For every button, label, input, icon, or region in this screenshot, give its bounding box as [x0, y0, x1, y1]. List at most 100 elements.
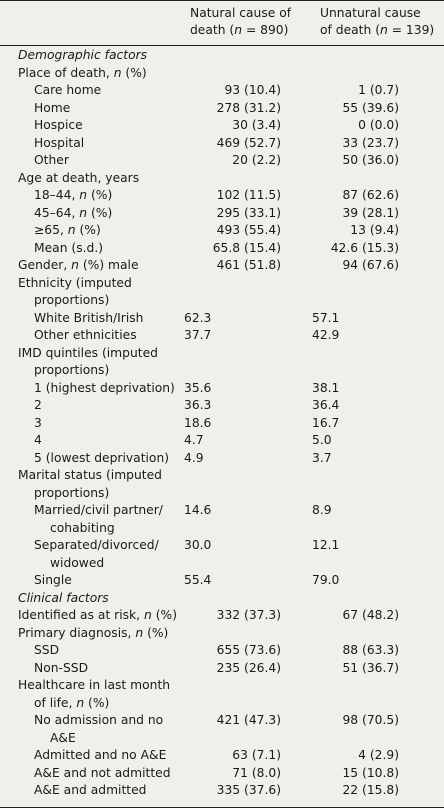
value-cell: [180, 170, 310, 188]
value: 30.0: [184, 538, 212, 552]
table-row: Identified as at risk, n (%) 332 (37.3) 67…: [0, 607, 444, 625]
table-row: ≥65, n (%) 493 (55.4) 13 (9.4): [0, 222, 444, 240]
table-row: Other 20 (2.2) 50 (36.0): [0, 152, 444, 170]
row-label: Identified as at risk, n (%): [0, 607, 180, 625]
text: Separated/divorced/ widowed: [34, 538, 159, 570]
table-row: Mean (s.d.) 65.8 (15.4) 42.6 (15.3): [0, 240, 444, 258]
italic-text: n: [67, 223, 76, 237]
table-row: White British/Irish 62.3 57.1: [0, 310, 444, 328]
value: 1 (0.7): [358, 83, 399, 97]
row-label: 2: [0, 397, 180, 415]
value-cell: [180, 677, 310, 712]
table-row: 1 (highest deprivation) 35.6 38.1: [0, 380, 444, 398]
row-label: ≥65, n (%): [0, 222, 180, 240]
value-cell: 79.0: [310, 572, 444, 590]
table-row: Hospital 469 (52.7) 33 (23.7): [0, 135, 444, 153]
value: 42.6 (15.3): [330, 240, 399, 255]
table-row: Marital status (imputed proportions): [0, 467, 444, 502]
value-cell: [180, 65, 310, 83]
value-cell: 235 (26.4): [180, 660, 310, 678]
text: Other: [34, 153, 69, 167]
text: = 890): [242, 23, 289, 37]
value: 51 (36.7): [342, 660, 399, 675]
value-cell: 42.9: [310, 327, 444, 345]
value-cell: 18.6: [180, 415, 310, 433]
value-cell: 36.4: [310, 397, 444, 415]
italic-text: Clinical factors: [18, 590, 109, 605]
row-label: Age at death, years: [0, 170, 180, 188]
value: 278 (31.2): [216, 100, 281, 115]
text: Age at death, years: [18, 170, 140, 185]
value: 39 (28.1): [342, 205, 399, 220]
table-row: Admitted and no A&E 63 (7.1) 4 (2.9): [0, 747, 444, 765]
value: 33 (23.7): [342, 135, 399, 150]
value: 36.4: [312, 398, 340, 412]
value-cell: [310, 467, 444, 502]
row-label: Place of death, n (%): [0, 65, 180, 83]
value-cell: [180, 345, 310, 380]
table-row: Ethnicity (imputed proportions): [0, 275, 444, 310]
value: 93 (10.4): [224, 83, 281, 97]
value: 655 (73.6): [216, 643, 281, 657]
value: 332 (37.3): [216, 608, 281, 622]
value: 37.7: [184, 328, 212, 342]
row-label: 1 (highest deprivation): [0, 380, 180, 398]
row-label: Care home: [0, 82, 180, 100]
value: 38.1: [312, 380, 340, 395]
value: 335 (37.6): [216, 783, 281, 797]
value-cell: 65.8 (15.4): [180, 240, 310, 258]
table-row: Place of death, n (%): [0, 65, 444, 83]
value: 14.6: [184, 503, 212, 517]
value-cell: 335 (37.6): [180, 782, 310, 800]
value-cell: [180, 275, 310, 310]
value-cell: [310, 590, 444, 608]
value: 8.9: [312, 503, 332, 517]
row-label: Clinical factors: [0, 590, 180, 608]
value: 65.8 (15.4): [212, 240, 281, 255]
value-cell: 62.3: [180, 310, 310, 328]
value-cell: 55.4: [180, 572, 310, 590]
value-cell: 33 (23.7): [310, 135, 444, 153]
value: 62.3: [184, 310, 212, 325]
value: 57.1: [312, 310, 340, 325]
value-cell: 87 (62.6): [310, 187, 444, 205]
value-cell: 37.7: [180, 327, 310, 345]
row-label: Non-SSD: [0, 660, 180, 678]
text: = 139): [387, 23, 435, 37]
value: 55.4: [184, 573, 212, 587]
value: 79.0: [312, 573, 340, 587]
row-label: A&E and admitted: [0, 782, 180, 800]
value: 18.6: [184, 415, 212, 430]
row-label: 3: [0, 415, 180, 433]
value-cell: 38.1: [310, 380, 444, 398]
text: (%): [87, 205, 113, 220]
table-row: Home 278 (31.2) 55 (39.6): [0, 100, 444, 118]
row-label: Primary diagnosis, n (%): [0, 625, 180, 643]
value: 461 (51.8): [216, 258, 281, 272]
table-row: 18–44, n (%) 102 (11.5) 87 (62.6): [0, 187, 444, 205]
value: 15 (10.8): [342, 765, 399, 780]
text: Hospice: [34, 118, 83, 132]
row-label: White British/Irish: [0, 310, 180, 328]
table-row: A&E and admitted 335 (37.6) 22 (15.8): [0, 782, 444, 800]
value-cell: 4.9: [180, 450, 310, 468]
table-row: 2 36.3 36.4: [0, 397, 444, 415]
text: (%) male: [78, 258, 139, 272]
section-row: Clinical factors: [0, 590, 444, 608]
value-cell: 22 (15.8): [310, 782, 444, 800]
text: Home: [34, 100, 71, 115]
value: 13 (9.4): [350, 223, 399, 237]
value-cell: [310, 625, 444, 643]
text: Care home: [34, 83, 102, 97]
table-row: Hospice 30 (3.4) 0 (0.0): [0, 117, 444, 135]
value-cell: 14.6: [180, 502, 310, 537]
italic-text: Demographic factors: [18, 48, 148, 62]
value: 20 (2.2): [232, 153, 281, 167]
value: 67 (48.2): [342, 608, 399, 622]
value-cell: 461 (51.8): [180, 257, 310, 275]
table-row: Age at death, years: [0, 170, 444, 188]
text: A&E and not admitted: [34, 765, 171, 780]
value: 94 (67.6): [342, 258, 399, 272]
value-cell: 0 (0.0): [310, 117, 444, 135]
